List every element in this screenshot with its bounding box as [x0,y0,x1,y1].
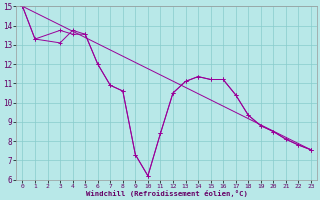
X-axis label: Windchill (Refroidissement éolien,°C): Windchill (Refroidissement éolien,°C) [86,190,248,197]
